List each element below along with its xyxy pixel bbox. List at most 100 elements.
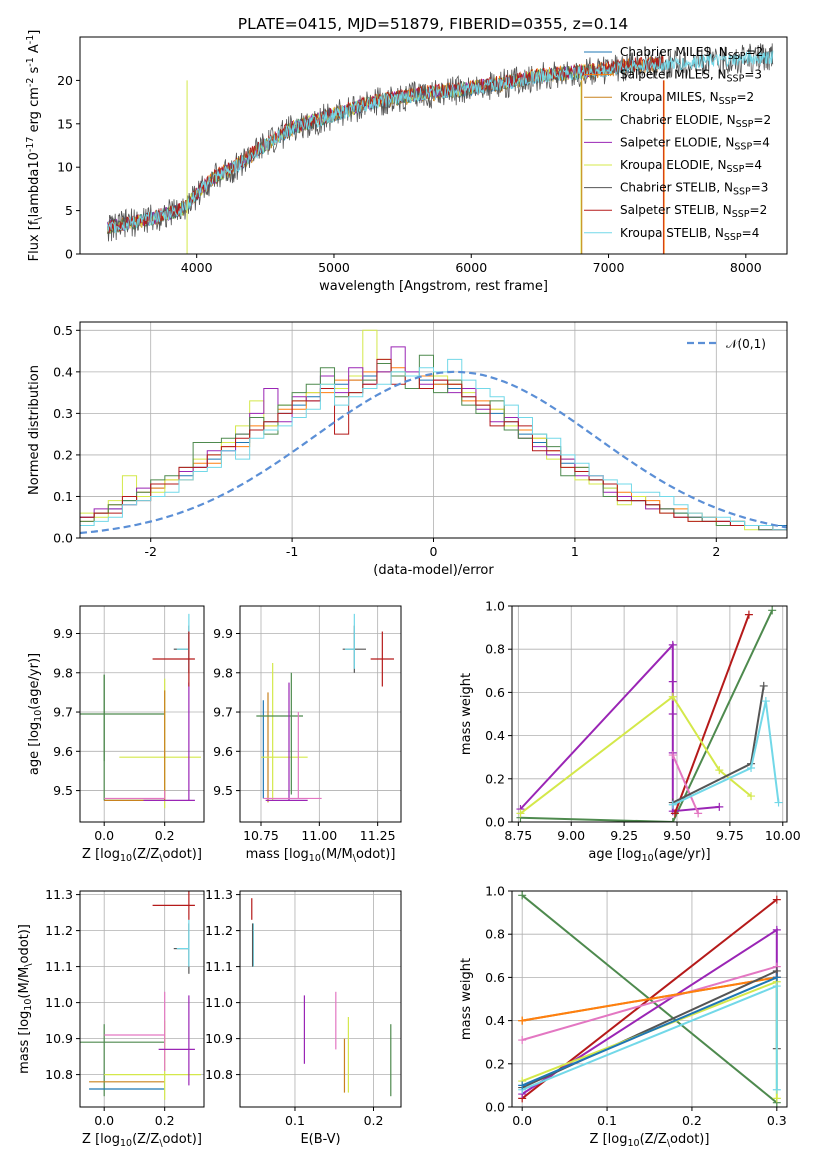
x-tick-label: 0.0 (94, 1113, 114, 1128)
x-tick-label: 0.2 (155, 828, 175, 843)
age_vs_mass-frame (239, 605, 402, 823)
y-tick-label: 15 (57, 116, 73, 131)
x-tick-label: 0.2 (155, 1113, 175, 1128)
y-tick-label: 0.8 (485, 927, 505, 942)
massweight_vs_age-ylabel: mass weight (459, 673, 474, 755)
y-tick-label: 10.8 (45, 1067, 73, 1082)
x-tick-label: 0.1 (285, 1113, 305, 1128)
spectrum-ylabel: Flux [f\lambda10-17 erg cm-2 s-1 A-1] (25, 30, 44, 262)
y-tick-label: 11.3 (45, 887, 73, 902)
age_vs_Z-frame (79, 605, 205, 823)
y-tick-label: 0.4 (53, 364, 73, 379)
y-tick-label: 10.9 (45, 1031, 73, 1046)
histogram-series (80, 358, 787, 538)
mass-weight-point (774, 798, 783, 807)
y-tick-label: 11.1 (205, 959, 233, 974)
x-tick-label: 11.25 (360, 828, 396, 843)
y-tick-label: 0.2 (485, 1056, 505, 1071)
massweight_vs_age-marks (516, 606, 783, 822)
y-tick-label: 0.6 (485, 685, 505, 700)
x-tick-label: 0.0 (512, 1113, 532, 1128)
mass-weight-line (522, 976, 777, 1022)
massweight_vs_Z-xlabel: Z [log10(Z/Z\odot)] (590, 1132, 710, 1149)
massweight_vs_age-xlabel: age [log10(age/yr)] (588, 847, 710, 864)
age_vs_Z-axes: 0.0 0.2 9.5 9.6 9.7 9.8 9.9 Z [log10(Z/Z\odot)]… (27, 605, 205, 864)
mass_vs_Z-xlabel: Z [log10(Z/Z\odot)] (82, 1132, 202, 1149)
residuals-axes: -2 -1 0 1 2 0.0 0.1 0.2 0.3 0.4 0.5 (data-model)/er… (27, 321, 788, 578)
x-tick-label: 6000 (455, 260, 487, 275)
mass-weight-line (521, 965, 778, 1041)
y-tick-label: 0 (65, 247, 73, 262)
massweight_vs_Z-axes: 0.0 0.1 0.2 0.3 0.0 0.2 0.4 0.6 0.8 1.0 Z [log10(Z… (459, 884, 788, 1149)
y-tick-label: 11.0 (205, 995, 233, 1010)
x-tick-label: 0 (430, 544, 438, 559)
mass-weight-line (521, 976, 778, 1087)
mass-weight-line (519, 695, 752, 815)
y-tick-label: 10.8 (205, 1067, 233, 1082)
x-tick-label: 8000 (730, 260, 762, 275)
x-tick-label: 9.00 (557, 828, 585, 843)
mass_vs_ebv-marks (251, 898, 392, 1097)
x-tick-label: 0.2 (682, 1113, 702, 1128)
legend-entry: Kroupa ELODIE, NSSP=4 (620, 158, 762, 175)
spectrum-legend: Chabrier MILES, NSSP=2 Salpeter MILES, NS… (584, 45, 771, 243)
x-tick-label: 10.75 (243, 828, 279, 843)
mass-weight-point (744, 610, 753, 619)
y-tick-label: 20 (57, 73, 73, 88)
x-tick-label: 9.75 (716, 828, 744, 843)
x-tick-label: 8.75 (504, 828, 532, 843)
legend-entry: Kroupa MILES, NSSP=2 (620, 90, 754, 107)
y-tick-label: 9.8 (213, 665, 233, 680)
legend-entry: 𝒩(0,1) (726, 337, 766, 351)
spectrum-series-line (107, 50, 774, 234)
mass-weight-point (668, 640, 677, 649)
mass-weight-point (747, 764, 756, 772)
x-tick-label: 11.00 (301, 828, 337, 843)
age_vs_mass-marks (256, 613, 394, 803)
spectrum-frame (79, 36, 788, 255)
y-tick-label: 10 (57, 160, 73, 175)
mass-weight-point (668, 677, 677, 686)
legend-entry: Chabrier ELODIE, NSSP=2 (620, 113, 771, 130)
mass-weight-point (768, 606, 777, 615)
mass-weight-point (668, 751, 677, 760)
y-tick-label: 11.1 (45, 959, 73, 974)
age_vs_mass-axes: 10.75 11.00 11.25 9.5 9.6 9.7 9.8 9.9 mass [log1… (213, 605, 402, 864)
x-tick-label: 9.25 (610, 828, 638, 843)
mass-weight-point (668, 692, 677, 701)
mass-weight-point (668, 800, 677, 809)
massweight_vs_age-axes: 8.75 9.00 9.25 9.50 9.75 10.00 0.0 0.2 0.4 0.6 0.8… (459, 599, 801, 865)
y-tick-label: 9.7 (53, 705, 73, 720)
y-tick-label: 11.2 (45, 923, 73, 938)
mass_vs_Z-axes: 0.0 0.2 10.8 10.9 11.0 11.1 11.2 11.3 Z [log10(Z… (17, 887, 205, 1149)
mass-weight-line (672, 700, 780, 806)
spectrum-xlabel: wavelength [Angstrom, rest frame] (319, 279, 548, 294)
x-tick-label: 9.50 (663, 828, 691, 843)
age_vs_Z-xlabel: Z [log10(Z/Z\odot)] (82, 847, 202, 864)
y-tick-label: 0.4 (485, 1013, 505, 1028)
y-tick-label: 0.0 (485, 815, 505, 830)
y-tick-label: 9.6 (53, 744, 73, 759)
mass-weight-point (670, 809, 679, 818)
x-tick-label: -2 (144, 544, 156, 559)
mass-weight-point (518, 1081, 527, 1090)
y-tick-label: 9.6 (213, 744, 233, 759)
y-tick-label: 0.2 (53, 447, 73, 462)
mass-weight-point (518, 1036, 527, 1045)
massweight_vs_Z-marks (518, 891, 781, 1107)
y-tick-label: 0.0 (53, 531, 73, 546)
spectrum-series-line (107, 55, 664, 234)
mass-weight-point (772, 925, 781, 934)
mass-weight-point (772, 982, 781, 991)
spectrum-axes: 4000 5000 6000 7000 8000 0 5 10 15 20 wavelength [… (25, 30, 788, 294)
y-tick-label: 9.9 (213, 626, 233, 641)
mass-weight-point (715, 802, 724, 811)
mass_vs_Z-frame (79, 890, 205, 1108)
mass_vs_Z-ylabel: mass [log10(M/M\odot)] (17, 924, 34, 1074)
spectrum-series-line (107, 55, 664, 233)
normal-curve (80, 370, 787, 535)
spectrum-marks (107, 43, 774, 254)
x-tick-label: 0.1 (597, 1113, 617, 1128)
mass-weight-point (772, 973, 781, 982)
x-tick-label: 0.2 (364, 1113, 384, 1128)
